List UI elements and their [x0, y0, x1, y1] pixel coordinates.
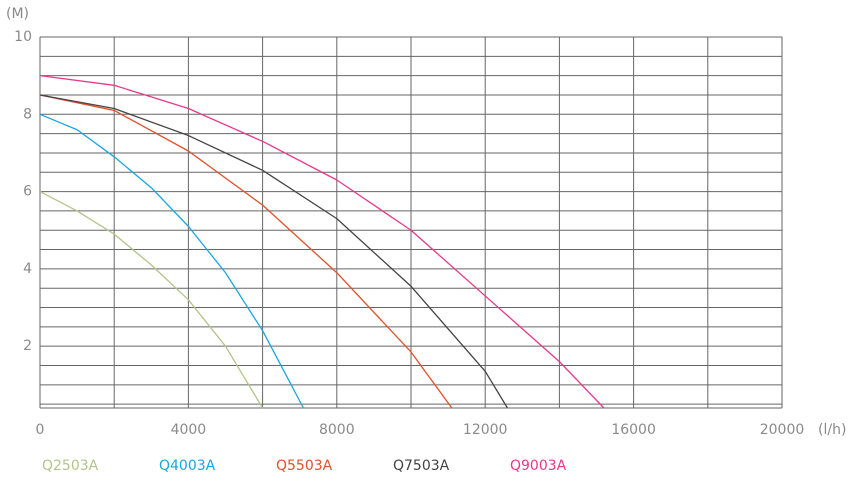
series-line [39, 94, 509, 409]
legend-entry: Q9003A [510, 458, 567, 474]
y-unit: (M) [6, 6, 29, 22]
y-tick-label: 2 [23, 338, 32, 354]
series-line [39, 113, 304, 409]
y-tick-label: 6 [23, 184, 32, 200]
legend-entry: Q4003A [159, 458, 216, 474]
series-line [39, 94, 453, 409]
y-tick-label: 8 [23, 106, 32, 122]
series-line [39, 191, 264, 409]
series-line [39, 75, 605, 409]
x-tick-label: 8000 [319, 422, 355, 438]
x-tick-label: 12000 [463, 422, 508, 438]
x-tick-label: 20000 [760, 422, 805, 438]
x-tick-label: 0 [36, 422, 45, 438]
x-unit: (l/h) [818, 422, 846, 438]
legend-entry: Q5503A [276, 458, 333, 474]
y-tick-label: 4 [23, 261, 32, 277]
x-tick-label: 16000 [611, 422, 656, 438]
legend-entry: Q7503A [393, 458, 450, 474]
y-tick-label: 10 [14, 29, 32, 45]
x-tick-label: 4000 [171, 422, 207, 438]
legend-entry: Q2503A [42, 458, 99, 474]
